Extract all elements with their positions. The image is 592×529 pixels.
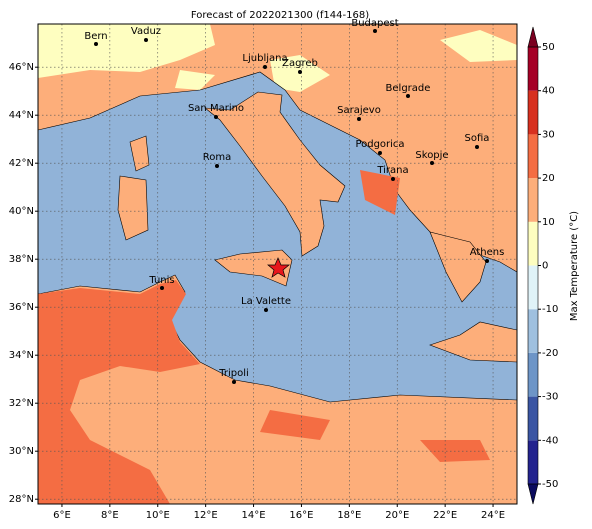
x-tick-label: 6°E	[53, 510, 71, 521]
colorbar: -50 -40 -30 -20 -10 0 10 20 30 40 50	[527, 26, 558, 505]
x-tick-label: 16°E	[289, 510, 313, 521]
x-tick-label: 10°E	[146, 510, 170, 521]
city-label: Belgrade	[386, 83, 431, 94]
y-tick-label: 36°N	[9, 302, 34, 313]
city-label: Athens	[470, 247, 505, 258]
y-tick-label: 40°N	[9, 206, 34, 217]
city-dot	[430, 161, 434, 165]
city-label: Sarajevo	[337, 105, 381, 116]
colorbar-bin	[528, 265, 538, 310]
city-label: Vaduz	[131, 26, 161, 37]
y-tick-label: 30°N	[9, 446, 34, 457]
city-dot	[215, 164, 219, 168]
y-tick-label: 34°N	[9, 350, 34, 361]
city-label: Roma	[203, 152, 232, 163]
colorbar-label: Max Temperature (°C)	[569, 211, 580, 321]
x-tick-label: 20°E	[385, 510, 409, 521]
city-label: Zagreb	[282, 58, 318, 69]
city-label: Sofia	[465, 133, 490, 144]
colorbar-tick-label: 40	[542, 86, 555, 97]
city-label: Podgorica	[355, 139, 404, 150]
map	[38, 24, 517, 504]
x-tick-label: 8°E	[101, 510, 119, 521]
cities: Bern Vaduz Budapest Ljubljana Zagreb Bel…	[84, 18, 504, 384]
city-dot	[263, 65, 267, 69]
map-frame	[37, 23, 518, 505]
colorbar-extend-low	[527, 483, 539, 505]
city-dot	[214, 115, 218, 119]
colorbar-tick-label: -40	[542, 435, 558, 446]
y-tick-label: 46°N	[9, 62, 34, 73]
city-label: La Valette	[241, 296, 291, 307]
city-dot	[357, 117, 361, 121]
city-dot	[144, 38, 148, 42]
colorbar-bin	[528, 309, 538, 353]
city-dot	[232, 380, 236, 384]
colorbar-bin	[528, 221, 538, 266]
city-dot	[94, 42, 98, 46]
colorbar-tick-label: 0	[542, 261, 548, 272]
y-tick-label: 32°N	[9, 398, 34, 409]
city-dot	[378, 151, 382, 155]
city-label: Tirana	[376, 165, 408, 176]
colorbar-tick-label: 20	[542, 173, 555, 184]
city-label: Skopje	[415, 150, 448, 161]
city-label: Ljubljana	[242, 53, 287, 64]
city-dot	[485, 259, 489, 263]
colorbar-tick-label: -30	[542, 392, 558, 403]
city-label: Tripoli	[218, 368, 249, 379]
x-tick-label: 12°E	[194, 510, 218, 521]
colorbar-bin	[528, 178, 538, 222]
y-tick-label: 42°N	[9, 158, 34, 169]
title: Forecast of 2022021300 (f144-168)	[191, 10, 369, 21]
colorbar-tick-label: -50	[542, 479, 558, 490]
city-dot	[406, 94, 410, 98]
forecast-star	[267, 257, 290, 278]
city-label: Bern	[84, 31, 107, 42]
city-dot	[475, 145, 479, 149]
colorbar-bin	[528, 134, 538, 179]
colorbar-tick-label: -10	[542, 304, 558, 315]
y-tick-label: 44°N	[9, 110, 34, 121]
city-dot	[391, 177, 395, 181]
colorbar-tick-label: -20	[542, 348, 558, 359]
colorbar-tick-label: 30	[542, 129, 555, 140]
y-tick-label: 38°N	[9, 254, 34, 265]
city-label: Budapest	[351, 18, 398, 29]
colorbar-bin	[528, 440, 538, 484]
colorbar-tick-label: 50	[542, 42, 555, 53]
graticule: 6°E 8°E 10°E 12°E 14°E 16°E 18°E 20°E 22°E 24°E 28…	[9, 24, 517, 521]
city-dot	[298, 70, 302, 74]
city-dot	[264, 308, 268, 312]
city-label: San Marino	[188, 103, 244, 114]
x-tick-label: 14°E	[242, 510, 266, 521]
colorbar-bin	[528, 396, 538, 441]
city-label: Tunis	[148, 275, 174, 286]
colorbar-extend-high	[527, 26, 539, 48]
x-tick-label: 24°E	[481, 510, 505, 521]
city-dot	[160, 286, 164, 290]
y-tick-label: 28°N	[9, 494, 34, 505]
colorbar-bin	[528, 90, 538, 135]
colorbar-bin	[528, 352, 538, 397]
x-tick-label: 18°E	[337, 510, 361, 521]
x-tick-label: 22°E	[433, 510, 457, 521]
colorbar-tick-label: 10	[542, 217, 555, 228]
colorbar-bin	[528, 47, 538, 91]
city-dot	[373, 29, 377, 33]
